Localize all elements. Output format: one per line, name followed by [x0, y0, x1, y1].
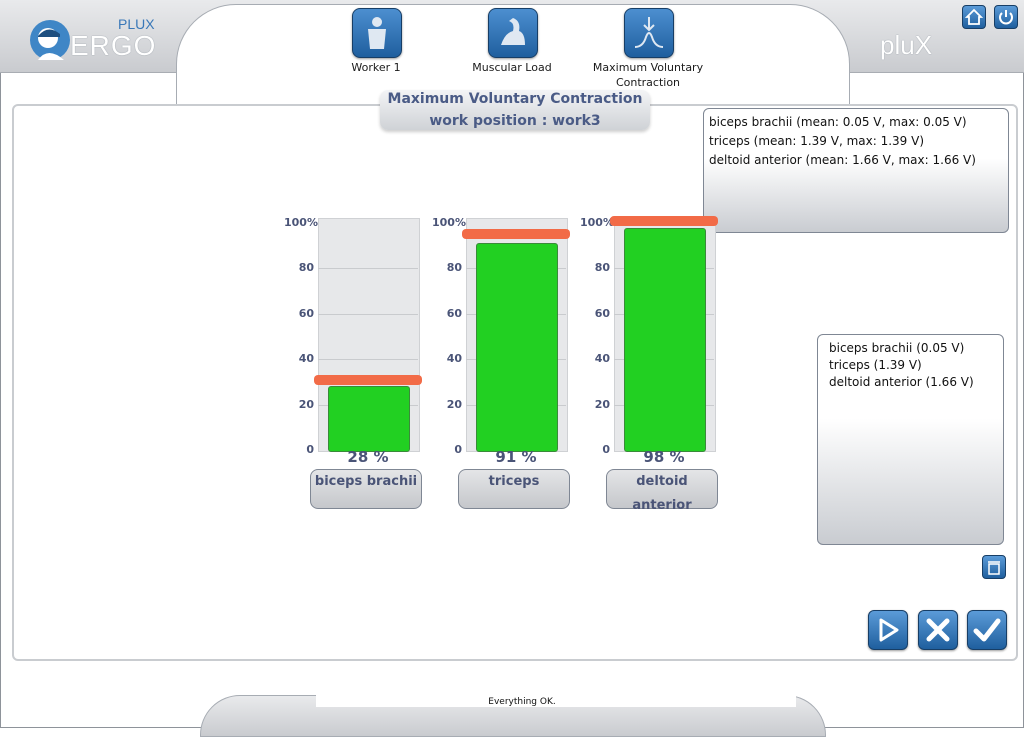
nav-label-worker: Worker 1 — [351, 61, 401, 74]
mvc-button[interactable] — [624, 8, 674, 58]
value-label: 98 % — [643, 448, 685, 466]
y-tick-label: 20 — [298, 397, 314, 411]
status-text: Everything OK. — [488, 697, 556, 707]
max-marker — [314, 374, 422, 385]
cancel-button[interactable] — [918, 610, 958, 650]
muscle-arm-icon — [501, 18, 525, 45]
y-tick-label: 40 — [446, 352, 462, 366]
y-tick-label: 80 — [594, 261, 610, 275]
page-title: Maximum Voluntary Contraction — [387, 91, 643, 107]
plux-logo: pluX — [880, 30, 933, 60]
mvc-curve-icon — [634, 17, 664, 48]
y-tick-label: 20 — [594, 397, 610, 411]
muscle-button-deltoid-anterior[interactable]: deltoid anterior — [606, 469, 718, 513]
summary-box: biceps brachii (mean: 0.05 V, max: 0.05 … — [703, 108, 1009, 233]
worker-icon — [368, 17, 386, 49]
muscle-button-biceps-brachii[interactable]: biceps brachii — [310, 469, 422, 509]
bar-triceps — [476, 243, 558, 452]
y-tick-label: 100% — [284, 216, 318, 229]
y-tick-label: 0 — [306, 443, 314, 456]
y-tick-label: 0 — [602, 443, 610, 456]
y-tick-label: 60 — [594, 306, 610, 320]
value-label: 28 % — [347, 448, 389, 466]
play-button[interactable] — [868, 610, 908, 650]
play-icon — [879, 618, 899, 642]
nav-label-mvc: Maximum Voluntary Contraction — [592, 61, 704, 89]
summary-line: triceps (mean: 1.39 V, max: 1.39 V) — [709, 134, 925, 148]
confirm-icon — [973, 618, 1001, 642]
confirm-button[interactable] — [967, 610, 1007, 650]
gridline — [318, 359, 418, 361]
power-button[interactable] — [994, 5, 1018, 29]
y-tick-label: 40 — [298, 352, 314, 366]
muscle-button-triceps[interactable]: triceps — [458, 469, 570, 509]
value-label: 91 % — [495, 448, 537, 466]
work-position-label: work position : work3 — [429, 113, 601, 129]
logo-brand: PLUX — [118, 16, 155, 32]
trash-button[interactable] — [982, 555, 1006, 579]
y-tick-label: 80 — [446, 261, 462, 275]
y-tick-label: 40 — [594, 352, 610, 366]
title-box: Maximum Voluntary Contraction work posit… — [380, 90, 650, 130]
mvc-value-line: triceps (1.39 V) — [829, 358, 922, 372]
bar-deltoid-anterior — [624, 227, 706, 452]
summary-line: deltoid anterior (mean: 1.66 V, max: 1.6… — [709, 153, 976, 167]
trash-icon — [988, 561, 1000, 575]
max-marker — [610, 215, 718, 226]
summary-line: biceps brachii (mean: 0.05 V, max: 0.05 … — [709, 115, 967, 129]
footer-status-area — [316, 695, 796, 707]
y-tick-label: 100% — [432, 216, 466, 229]
bar-biceps-brachii — [328, 386, 410, 452]
muscular-load-button[interactable] — [488, 8, 538, 58]
y-tick-label: 0 — [454, 443, 462, 456]
gridline — [318, 268, 418, 270]
worker-head-icon — [30, 20, 70, 60]
mvc-value-line: deltoid anterior (1.66 V) — [829, 375, 974, 389]
gridline — [318, 313, 418, 315]
power-icon — [999, 10, 1013, 25]
plux-ergo-logo: PLUX ERGO — [30, 16, 160, 64]
y-tick-label: 60 — [446, 306, 462, 320]
y-tick-label: 20 — [446, 397, 462, 411]
y-tick-label: 100% — [580, 216, 614, 229]
logo-product: ERGO — [70, 30, 157, 61]
max-marker — [462, 229, 570, 240]
y-tick-label: 80 — [298, 261, 314, 275]
home-button[interactable] — [962, 5, 986, 29]
nav-label-muscular-load: Muscular Load — [472, 61, 552, 74]
mvc-values-box: biceps brachii (0.05 V) triceps (1.39 V)… — [817, 334, 1004, 545]
home-icon — [964, 8, 984, 25]
mvc-value-line: biceps brachii (0.05 V) — [829, 341, 965, 355]
y-tick-label: 60 — [298, 306, 314, 320]
worker-button[interactable] — [352, 8, 402, 58]
cancel-icon — [926, 618, 950, 642]
